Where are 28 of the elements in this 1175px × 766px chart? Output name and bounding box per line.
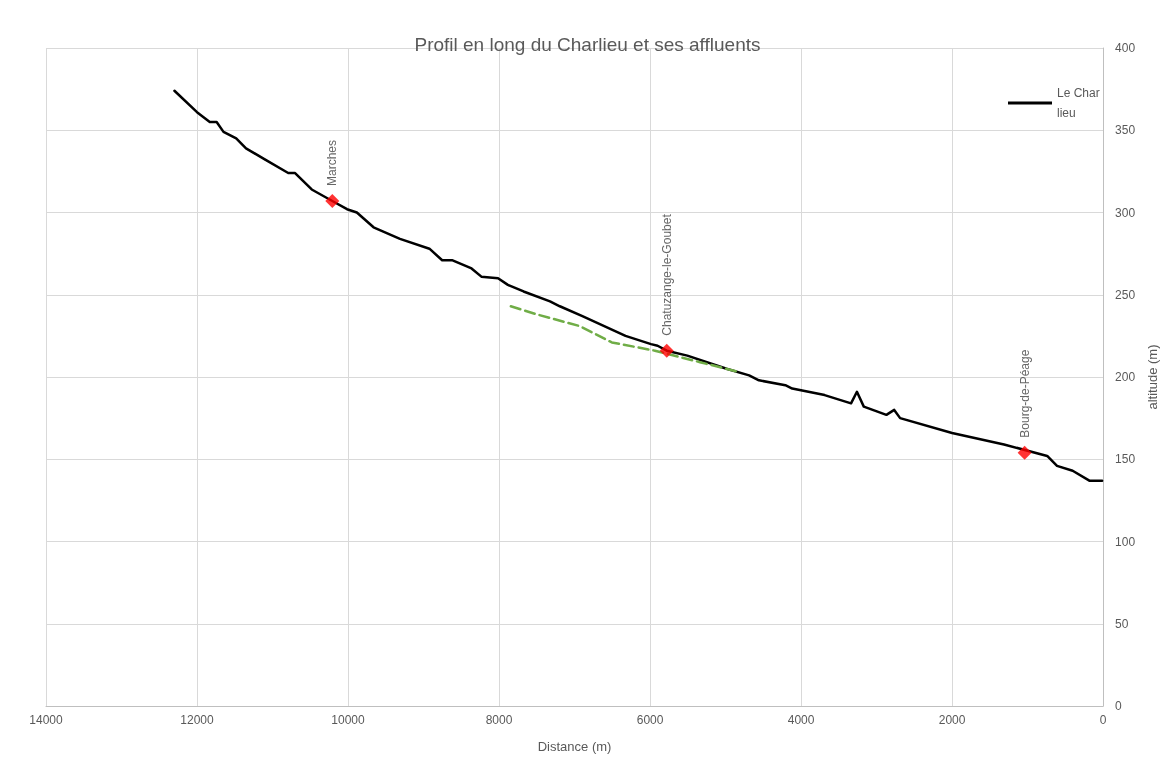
x-tick-label: 10000: [331, 713, 366, 727]
y-tick-label: 50: [1115, 616, 1129, 631]
data-label: Chatuzange-le-Goubet: [659, 213, 674, 336]
y-tick-label: 350: [1115, 123, 1136, 138]
point: [325, 193, 340, 208]
x-tick-label: 12000: [180, 713, 215, 727]
y-tick-label: 250: [1115, 287, 1136, 302]
y-tick-label: 100: [1115, 534, 1136, 549]
line-series: [173, 89, 1104, 482]
chart-title: Profil en long du Charlieu et ses affluents: [414, 34, 761, 55]
point: [1017, 445, 1032, 460]
legend-label: Le Charlieu: [1057, 86, 1100, 120]
point: [659, 343, 674, 358]
data-label: Bourg-de-Péage: [1017, 349, 1032, 438]
y-tick-label: 200: [1115, 370, 1136, 384]
data-label: Marches: [325, 139, 340, 186]
x-tick-label: 2000: [938, 713, 966, 727]
x-tick-label: 8000: [485, 713, 513, 727]
x-tick-label: 4000: [787, 713, 815, 727]
y-tick-label: 150: [1115, 452, 1136, 467]
x-tick-label: 14000: [29, 713, 64, 727]
x-tick-label: 0: [1099, 713, 1107, 727]
y-axis-title: altitude (m): [1145, 344, 1160, 410]
y-tick-label: 300: [1115, 205, 1136, 220]
x-tick-label: 6000: [636, 713, 664, 727]
x-axis-title: Distance (m): [537, 739, 612, 754]
y-tick-label: 0: [1115, 699, 1123, 713]
y-tick-label: 400: [1115, 41, 1136, 55]
